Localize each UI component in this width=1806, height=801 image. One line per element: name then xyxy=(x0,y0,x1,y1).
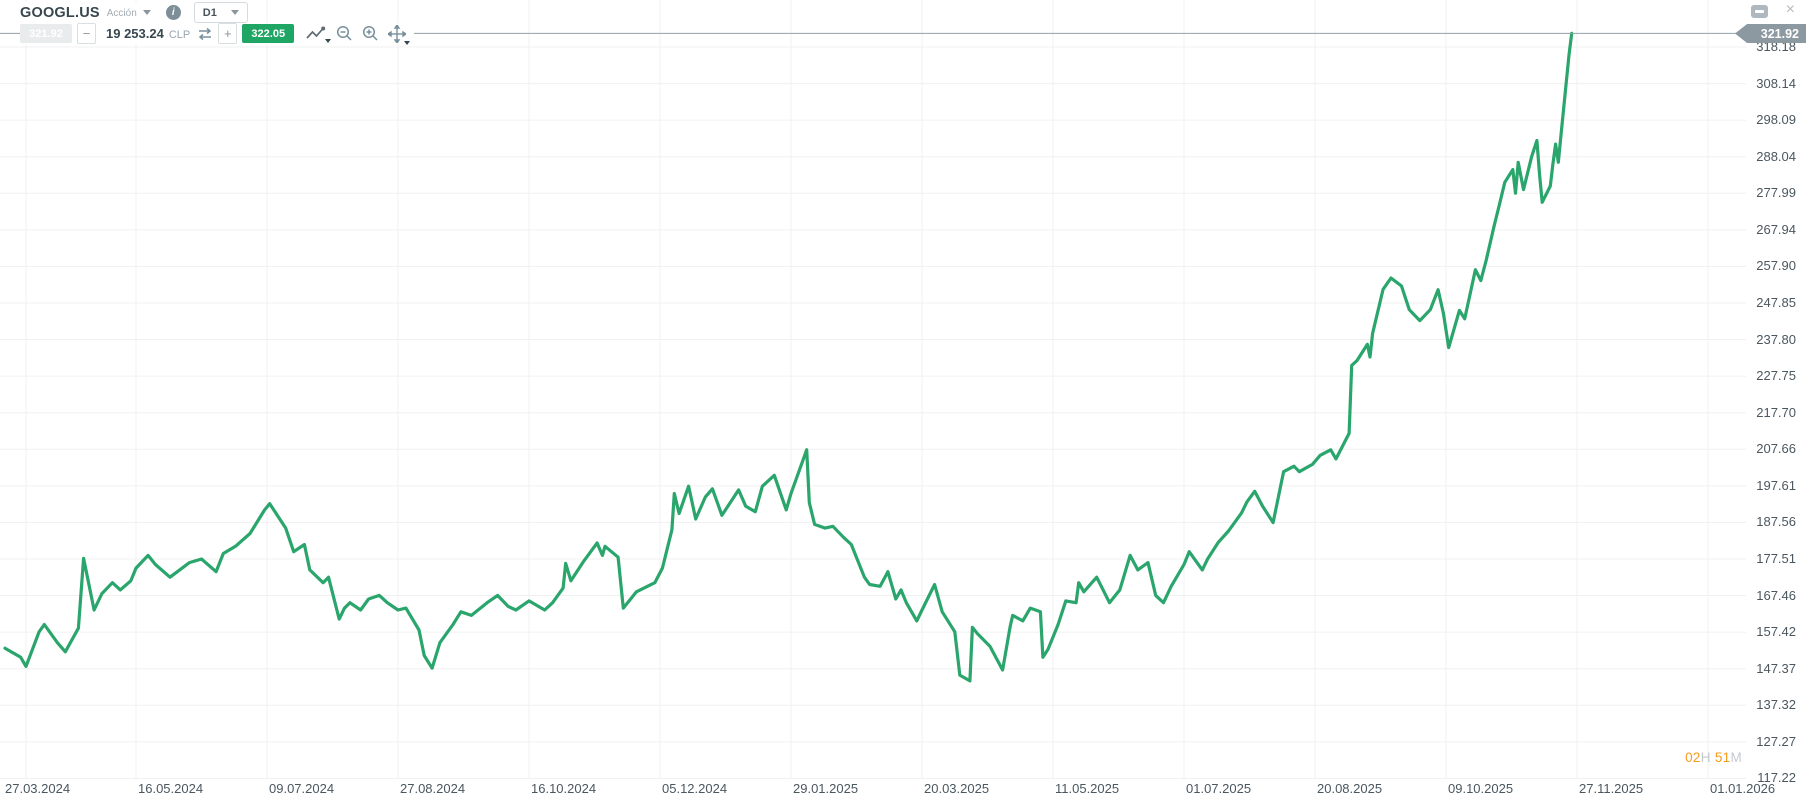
quantity-decrease-button[interactable]: − xyxy=(77,23,96,44)
price-axis-label: 247.85 xyxy=(1756,294,1796,310)
price-axis-label: 267.94 xyxy=(1756,221,1796,237)
countdown-hours: 02 xyxy=(1685,750,1701,765)
price-axis-label: 167.46 xyxy=(1756,587,1796,603)
price-axis-label: 277.99 xyxy=(1756,185,1796,201)
price-axis-label: 177.51 xyxy=(1756,550,1796,566)
date-axis-label: 09.10.2025 xyxy=(1448,781,1514,796)
zoom-out-icon xyxy=(337,25,352,41)
sell-price-button[interactable]: 321.92 xyxy=(20,24,72,43)
price-axis-label: 157.42 xyxy=(1756,624,1796,640)
quantity-field[interactable]: 19 253.24 CLP xyxy=(106,26,190,41)
date-axis-label: 01.01.2026 xyxy=(1710,781,1776,796)
symbol-dropdown-caret-icon[interactable] xyxy=(142,10,151,15)
price-line-series xyxy=(3,31,1574,683)
price-axis-label: 288.04 xyxy=(1756,148,1796,164)
date-axis-label: 27.03.2024 xyxy=(5,781,71,796)
date-axis-label: 11.05.2025 xyxy=(1055,781,1120,796)
current-price-tag-value: 321.92 xyxy=(1760,26,1799,41)
quantity-increase-button[interactable]: + xyxy=(218,23,238,44)
swap-units-button[interactable] xyxy=(197,27,213,41)
swap-arrows-icon xyxy=(199,27,212,40)
session-countdown: 02H 51M xyxy=(1685,750,1742,765)
date-axis-label: 01.07.2025 xyxy=(1186,781,1252,796)
price-axis-label: 237.80 xyxy=(1756,331,1796,347)
date-axis-label: 29.01.2025 xyxy=(793,781,859,796)
date-axis-label: 09.07.2024 xyxy=(269,781,335,796)
countdown-minutes-unit: M xyxy=(1730,750,1742,765)
quantity-currency: CLP xyxy=(168,29,191,41)
current-price-tag: 321.92 xyxy=(1735,24,1806,43)
buy-price-button[interactable]: 322.05 xyxy=(242,24,295,43)
price-axis-label: 187.56 xyxy=(1756,514,1796,530)
zoom-out-button[interactable] xyxy=(336,25,353,42)
zoom-in-button[interactable] xyxy=(362,25,379,42)
line-chart-icon xyxy=(306,26,326,39)
timeframe-caret-icon xyxy=(230,10,239,15)
price-axis-label: 207.66 xyxy=(1756,441,1796,457)
price-axis-label: 197.61 xyxy=(1756,477,1796,493)
instrument-type-label: Acción xyxy=(106,7,137,19)
pan-arrows-icon xyxy=(388,24,407,43)
countdown-hours-unit: H xyxy=(1700,750,1711,765)
date-axis-label: 27.11.2025 xyxy=(1579,781,1644,796)
price-axis-label: 217.70 xyxy=(1756,404,1796,420)
price-axis-label: 147.37 xyxy=(1756,660,1796,676)
info-icon[interactable]: i xyxy=(165,5,181,20)
timeframe-value: D1 xyxy=(202,6,217,19)
price-axis-label: 127.27 xyxy=(1756,733,1796,749)
price-axis-label: 298.09 xyxy=(1756,112,1796,128)
symbol-label: GOOGL.US xyxy=(20,4,100,21)
date-axis-label: 16.10.2024 xyxy=(531,781,597,796)
date-axis-label: 20.03.2025 xyxy=(924,781,990,796)
instrument-header: GOOGL.US Acción i D1 xyxy=(20,2,258,23)
date-axis-label: 16.05.2024 xyxy=(138,781,204,796)
date-axis-label: 05.12.2024 xyxy=(662,781,728,796)
pan-caret-icon xyxy=(404,40,411,45)
price-axis-label: 137.32 xyxy=(1756,697,1796,713)
price-axis-label: 227.75 xyxy=(1756,368,1796,384)
price-axis-label: 308.14 xyxy=(1756,75,1796,91)
chart-type-button[interactable] xyxy=(306,26,332,43)
minimize-window-icon[interactable] xyxy=(1751,5,1768,18)
timeframe-dropdown[interactable]: D1 xyxy=(193,2,248,23)
quantity-value: 19 253.24 xyxy=(106,26,164,41)
zoom-in-icon xyxy=(363,25,378,41)
date-axis-label: 27.08.2024 xyxy=(400,781,466,796)
pan-mode-button[interactable] xyxy=(388,24,411,45)
chart-type-caret-icon xyxy=(325,39,332,43)
trade-bar: 321.92 − 19 253.24 CLP + 322.05 xyxy=(20,23,415,45)
price-axis-label: 117.22 xyxy=(1757,770,1796,786)
close-icon[interactable]: × xyxy=(1785,1,1795,18)
date-axis-label: 20.08.2025 xyxy=(1317,781,1383,796)
countdown-minutes: 51 xyxy=(1714,750,1731,765)
price-axis-label: 257.90 xyxy=(1756,258,1796,274)
